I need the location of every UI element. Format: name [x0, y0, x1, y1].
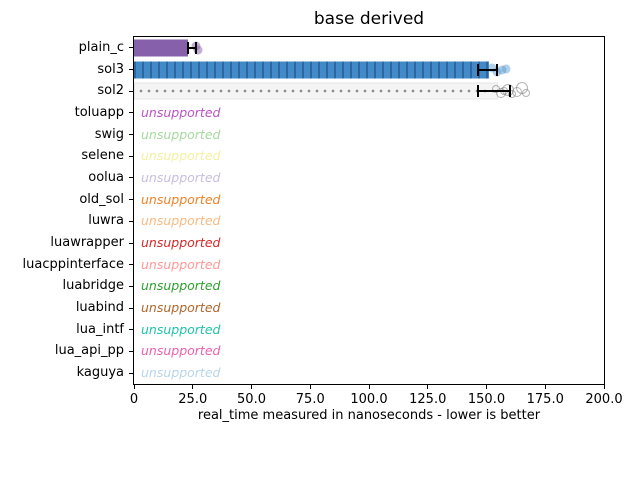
- x-axis-tick: [544, 384, 546, 389]
- data-point-sol2: [522, 89, 531, 98]
- y-axis-category-label-luawrapper: luawrapper: [50, 234, 124, 250]
- y-axis-category-label-oolua: oolua: [88, 169, 124, 185]
- x-axis-tick: [133, 384, 135, 389]
- bar-sol2: [134, 82, 499, 100]
- y-axis-category-label-luwra: luwra: [88, 213, 124, 229]
- y-axis-category-label-luabind: luabind: [75, 299, 124, 315]
- data-point-sol3: [487, 63, 497, 73]
- plot-area: plain_c sol3 sol2 toluapp swig selene oolua old…: [23, 36, 623, 407]
- y-axis-tick: [129, 307, 134, 309]
- y-axis-category-label-luabridge: luabridge: [62, 278, 124, 294]
- x-axis-tick: [368, 384, 370, 389]
- x-axis-tick: [486, 384, 487, 389]
- error-bar-cap-right: [496, 63, 499, 76]
- unsupported-label-luacppinterface: unsupported: [141, 256, 221, 272]
- x-axis-tick: [427, 384, 429, 389]
- error-bar-line: [186, 46, 197, 49]
- data-point-plain_c: [193, 45, 203, 55]
- bar-sol3: [134, 61, 489, 79]
- error-bar-line: [477, 90, 512, 93]
- chart-title: base derived: [313, 9, 425, 29]
- data-point-sol3: [501, 64, 511, 74]
- x-axis-label: real_time measured in nanoseconds - lowe…: [197, 408, 541, 423]
- x-axis-tick: [192, 384, 194, 389]
- unsupported-label-lua_api_pp: unsupported: [141, 343, 221, 359]
- x-axis-tick-label: 25.0: [178, 392, 208, 407]
- data-point-sol2: [515, 82, 528, 95]
- error-bar-cap-left: [477, 63, 480, 76]
- y-axis-category-label-selene: selene: [81, 148, 124, 164]
- y-axis-category-label-plain_c: plain_c: [78, 39, 124, 55]
- unsupported-label-luwra: unsupported: [141, 213, 221, 229]
- y-axis-tick: [129, 47, 134, 49]
- unsupported-label-lua_intf: unsupported: [141, 321, 221, 337]
- unsupported-label-luawrapper: unsupported: [141, 235, 221, 251]
- y-axis-category-label-toluapp: toluapp: [74, 104, 124, 120]
- unsupported-label-old_sol: unsupported: [141, 191, 221, 207]
- x-axis-tick-label: 125.0: [409, 392, 447, 407]
- x-axis-tick: [251, 384, 252, 389]
- y-axis-category-label-lua_intf: lua_intf: [76, 321, 124, 337]
- x-axis-tick-label: 50.0: [237, 392, 266, 407]
- unsupported-label-luabind: unsupported: [141, 300, 221, 316]
- unsupported-label-kaguya: unsupported: [141, 365, 221, 381]
- bar-plain_c: [134, 39, 189, 57]
- error-bar-plain_c: [186, 41, 197, 54]
- error-bar-sol2: [477, 85, 512, 98]
- x-axis-tick-label: 200.0: [585, 392, 623, 407]
- unsupported-label-luabridge: unsupported: [141, 278, 221, 294]
- y-axis-category-label-lua_api_pp: lua_api_pp: [54, 343, 124, 359]
- y-axis-category-label-luacppinterface: luacppinterface: [22, 256, 124, 272]
- y-axis-tick: [129, 155, 134, 157]
- error-bar-cap-right: [194, 41, 197, 54]
- y-axis-tick: [129, 285, 134, 287]
- x-axis-tick-label: 75.0: [295, 392, 325, 407]
- y-axis-tick: [129, 329, 134, 331]
- y-axis-tick: [129, 90, 134, 92]
- y-axis-category-label-swig: swig: [94, 126, 124, 142]
- error-bar-cap-left: [477, 85, 480, 98]
- y-axis-tick: [129, 177, 134, 179]
- x-axis-tick-label: 150.0: [467, 392, 506, 407]
- y-axis-tick: [129, 264, 134, 266]
- unsupported-label-oolua: unsupported: [141, 170, 221, 186]
- y-axis-tick: [129, 112, 134, 114]
- y-axis-tick: [129, 242, 134, 244]
- x-axis-tick-label: 100.0: [350, 392, 388, 407]
- x-axis-tick: [309, 384, 311, 389]
- x-axis-tick: [603, 384, 605, 389]
- y-axis-category-label-old_sol: old_sol: [79, 191, 124, 207]
- y-axis-tick: [129, 350, 134, 352]
- error-bar-cap-right: [509, 85, 512, 98]
- unsupported-label-selene: unsupported: [141, 148, 221, 164]
- error-bar-sol3: [477, 63, 499, 76]
- unsupported-label-swig: unsupported: [141, 126, 221, 142]
- error-bar-cap-left: [186, 41, 189, 54]
- y-axis-tick: [129, 69, 134, 71]
- y-axis-category-label-sol3: sol3: [97, 61, 124, 77]
- data-point-sol3: [497, 65, 507, 75]
- y-axis-tick: [129, 220, 134, 222]
- y-axis-tick: [129, 199, 134, 201]
- x-axis-tick-label: 0: [129, 392, 139, 407]
- unsupported-label-toluapp: unsupported: [141, 105, 221, 121]
- y-axis-category-label-kaguya: kaguya: [76, 365, 124, 381]
- x-axis-tick-label: 175.0: [526, 392, 564, 407]
- y-axis-tick: [129, 372, 134, 374]
- y-axis-tick: [129, 134, 134, 136]
- y-axis-category-label-sol2: sol2: [97, 83, 124, 99]
- error-bar-line: [477, 68, 499, 71]
